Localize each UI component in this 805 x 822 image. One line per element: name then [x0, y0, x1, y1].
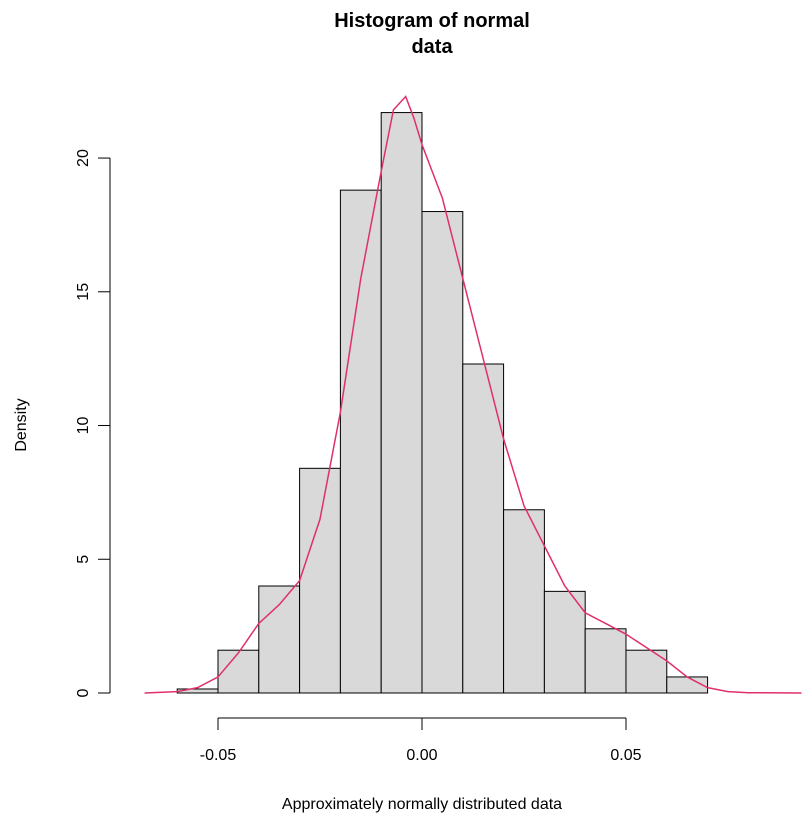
bar	[543, 590, 586, 694]
bar	[217, 649, 260, 694]
bar	[299, 467, 341, 694]
bar	[258, 585, 301, 694]
bar	[339, 189, 382, 694]
x-tick-label: -0.05	[200, 747, 237, 764]
y-tick-label: 15	[75, 283, 92, 301]
y-axis-label: Density	[13, 398, 30, 451]
bar	[421, 211, 464, 694]
y-tick-label: 20	[75, 149, 92, 167]
density-curve	[144, 95, 802, 694]
chart-title: Histogram of normal data	[334, 10, 530, 58]
bar	[462, 363, 505, 694]
bar	[503, 509, 545, 694]
bar	[584, 628, 627, 694]
y-tick-label: 0	[75, 688, 92, 697]
x-tick-label: 0.05	[610, 747, 641, 764]
x-tick-label: 0.00	[406, 747, 437, 764]
y-tick-label: 5	[75, 555, 92, 564]
x-axis-label: Approximately normally distributed data	[282, 796, 562, 813]
bar	[380, 112, 423, 694]
y-tick-label: 10	[75, 417, 92, 435]
